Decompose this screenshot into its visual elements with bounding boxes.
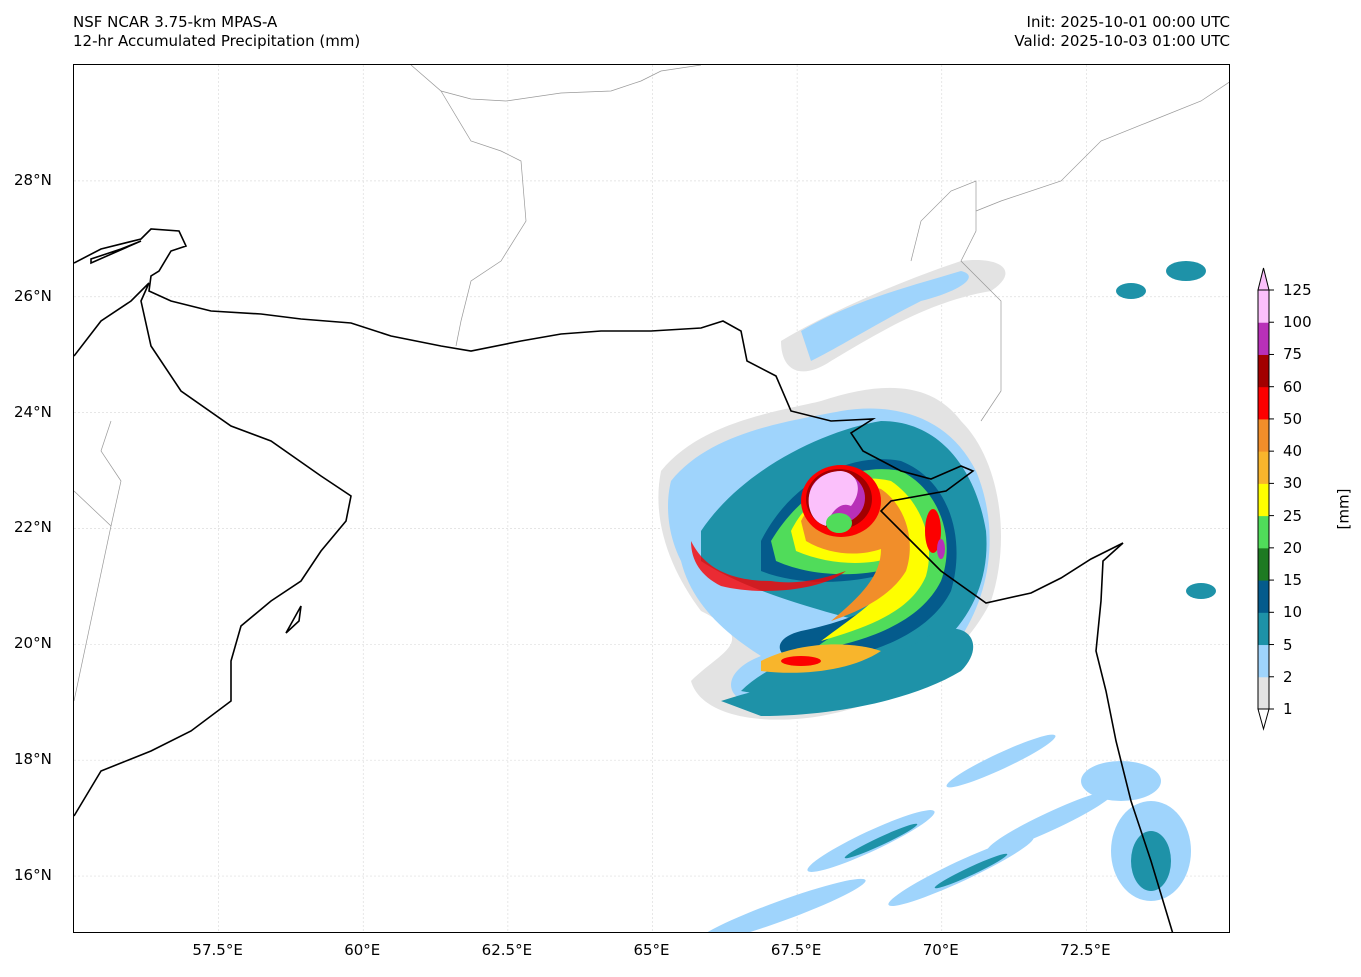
lon-tick-label: 70°E bbox=[922, 941, 959, 959]
lon-tick-label: 62.5°E bbox=[481, 941, 533, 959]
colorbar-level-label: 125 bbox=[1283, 281, 1312, 299]
colorbar-level-label: 1 bbox=[1283, 700, 1293, 718]
colorbar-segment bbox=[1258, 451, 1269, 484]
lon-tick-label: 57.5°E bbox=[192, 941, 243, 959]
model-title: NSF NCAR 3.75-km MPAS-A bbox=[73, 13, 278, 31]
colorbar-segment bbox=[1258, 612, 1269, 646]
lat-tick-label: 20°N bbox=[14, 634, 52, 653]
colorbar-level-label: 40 bbox=[1283, 442, 1303, 461]
colorbar-level-label: 10 bbox=[1283, 603, 1303, 622]
colorbar-segment bbox=[1258, 515, 1269, 549]
colorbar-segment bbox=[1258, 354, 1269, 388]
colorbar-level-label: 20 bbox=[1283, 538, 1303, 557]
colorbar bbox=[1257, 267, 1274, 731]
lon-tick-label: 65°E bbox=[633, 941, 670, 959]
colorbar-extend-max bbox=[1257, 267, 1270, 291]
colorbar-level-label: 100 bbox=[1283, 313, 1312, 332]
field-title: 12-hr Accumulated Precipitation (mm) bbox=[73, 32, 361, 50]
lat-tick-label: 26°N bbox=[14, 286, 52, 305]
precip-field bbox=[658, 260, 1216, 932]
colorbar-level-label: 15 bbox=[1283, 571, 1303, 590]
lat-tick-label: 18°N bbox=[14, 750, 52, 769]
lon-tick-label: 60°E bbox=[344, 941, 381, 959]
lat-tick-label: 28°N bbox=[14, 170, 52, 189]
colorbar-level-label: 50 bbox=[1283, 409, 1303, 428]
colorbar-outline bbox=[1257, 289, 1270, 710]
init-time: Init: 2025-10-01 00:00 UTC bbox=[1026, 13, 1230, 31]
gridlines bbox=[74, 65, 1229, 932]
lat-tick-label: 22°N bbox=[14, 518, 52, 537]
colorbar-segment bbox=[1258, 644, 1269, 678]
colorbar-level-label: 75 bbox=[1283, 345, 1303, 364]
lon-tick-label: 67.5°E bbox=[770, 941, 822, 959]
colorbar-segment bbox=[1258, 676, 1269, 710]
precip-map bbox=[74, 65, 1229, 932]
valid-time: Valid: 2025-10-03 01:00 UTC bbox=[1014, 32, 1230, 50]
time-block: Init: 2025-10-01 00:00 UTC Valid: 2025-1… bbox=[1014, 13, 1230, 51]
coastlines bbox=[74, 228, 1174, 932]
colorbar-level-label: 25 bbox=[1283, 506, 1303, 525]
lon-tick-label: 72.5°E bbox=[1060, 941, 1111, 959]
map-panel bbox=[73, 64, 1230, 933]
lat-tick-label: 24°N bbox=[14, 402, 52, 421]
colorbar-segment bbox=[1258, 322, 1269, 355]
colorbar-level-label: 30 bbox=[1283, 474, 1303, 493]
colorbar-segment bbox=[1258, 386, 1269, 420]
colorbar-level-label: 5 bbox=[1283, 635, 1293, 654]
colorbar-unit: [mm] bbox=[1334, 488, 1353, 530]
colorbar-segment bbox=[1258, 547, 1269, 581]
lat-tick-label: 16°N bbox=[14, 866, 52, 885]
colorbar-segment bbox=[1258, 418, 1269, 452]
colorbar-segment bbox=[1258, 290, 1269, 323]
borders bbox=[74, 65, 1229, 702]
colorbar-segment bbox=[1258, 580, 1269, 613]
colorbar-extend-min bbox=[1257, 708, 1270, 731]
colorbar-level-label: 2 bbox=[1283, 667, 1293, 686]
colorbar-segment bbox=[1258, 483, 1269, 517]
title-block: NSF NCAR 3.75-km MPAS-A 12-hr Accumulate… bbox=[73, 13, 360, 51]
colorbar-level-label: 60 bbox=[1283, 377, 1303, 396]
